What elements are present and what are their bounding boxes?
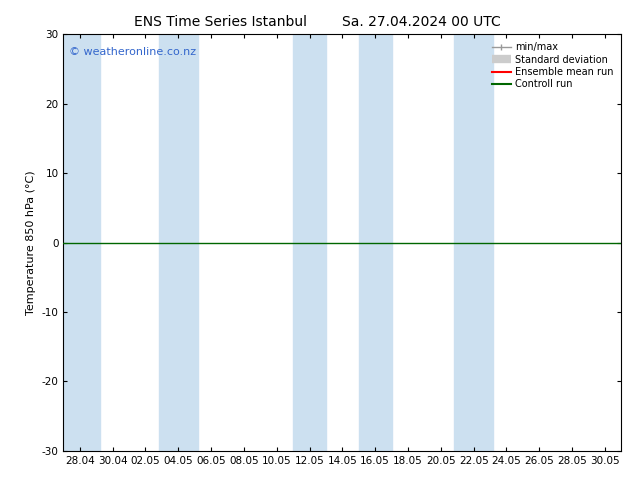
Text: ENS Time Series Istanbul        Sa. 27.04.2024 00 UTC: ENS Time Series Istanbul Sa. 27.04.2024 … (134, 15, 500, 29)
Bar (454, 34, 493, 451)
Text: © weatheronline.co.nz: © weatheronline.co.nz (69, 47, 196, 57)
Y-axis label: Temperature 850 hPa (°C): Temperature 850 hPa (°C) (26, 170, 36, 315)
Bar (158, 34, 198, 451)
Bar (293, 34, 326, 451)
Bar (60, 34, 100, 451)
Bar (359, 34, 392, 451)
Legend: min/max, Standard deviation, Ensemble mean run, Controll run: min/max, Standard deviation, Ensemble me… (489, 39, 616, 92)
